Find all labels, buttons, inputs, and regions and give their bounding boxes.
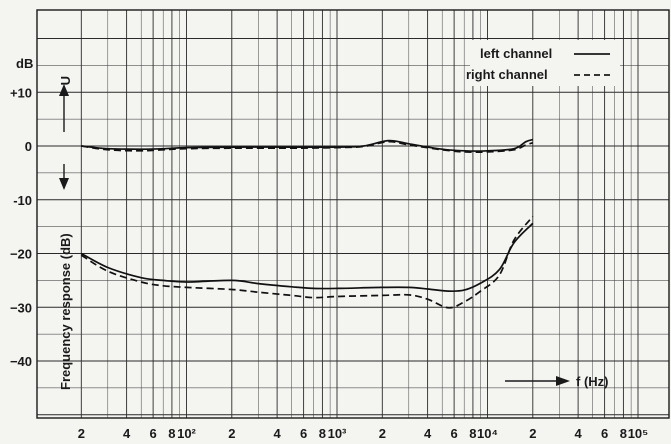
x-arrow-label: f (Hz) (576, 374, 609, 389)
series-lines (80, 138, 534, 309)
x-tick-labels: 2 4 6 8 10² 2 4 6 8 10³ 2 4 6 8 10⁴ 2 4 6 8 10⁵ (78, 426, 649, 441)
x-tick-label: 6 (601, 426, 608, 441)
x-tick-label: 10⁴ (477, 426, 498, 441)
series-line-left-channel-0 (81, 138, 534, 152)
y-tick-label: −40 (10, 354, 32, 369)
legend-label-left-channel: left channel (480, 46, 552, 61)
x-tick-label: 10² (177, 426, 196, 441)
x-tick-label: 6 (450, 426, 457, 441)
x-tick-label: 10³ (328, 426, 347, 441)
y-tick-label: −30 (10, 300, 32, 315)
y-tick-label: −20 (10, 247, 32, 262)
u-arrow-annotation: U (58, 76, 73, 132)
x-tick-label: 4 (424, 426, 432, 441)
legend-label-right-channel: right channel (466, 67, 548, 82)
frequency-arrow-annotation: f (Hz) (505, 374, 609, 389)
x-tick-label: 8 (620, 426, 627, 441)
down-arrow-head (59, 178, 69, 190)
y-axis-label: Frequency response (dB) (58, 233, 73, 390)
x-tick-label: 2 (78, 426, 85, 441)
legend: left channel right channel (466, 40, 620, 86)
series-line-left-channel-2 (80, 222, 534, 293)
y-tick-label: +10 (10, 85, 32, 100)
x-tick-label: 2 (228, 426, 235, 441)
down-arrow-annotation (59, 164, 69, 190)
frequency-arrow-head (556, 376, 570, 386)
y-tick-labels: +10 0 -10 −20 −30 −40 (10, 85, 32, 369)
x-tick-label: 4 (273, 426, 281, 441)
y-tick-label: 0 (25, 139, 32, 154)
x-tick-label: 10⁵ (628, 426, 649, 441)
x-tick-label: 6 (149, 426, 156, 441)
x-tick-label: 4 (123, 426, 131, 441)
plot-border (36, 9, 670, 419)
series-line-right-channel-3 (80, 215, 534, 309)
legend-box (470, 40, 620, 86)
plot-frame (36, 9, 670, 419)
grid (37, 10, 669, 418)
x-tick-label: 8 (319, 426, 326, 441)
x-tick-label: 8 (469, 426, 476, 441)
x-tick-label: 8 (168, 426, 175, 441)
x-tick-label: 4 (574, 426, 582, 441)
x-tick-label: 2 (379, 426, 386, 441)
u-arrow-head (59, 84, 69, 96)
y-tick-label: -10 (13, 193, 32, 208)
x-tick-label: 6 (300, 426, 307, 441)
y-unit-label: dB (16, 56, 33, 71)
x-tick-label: 2 (529, 426, 536, 441)
u-arrow-label: U (58, 76, 73, 85)
